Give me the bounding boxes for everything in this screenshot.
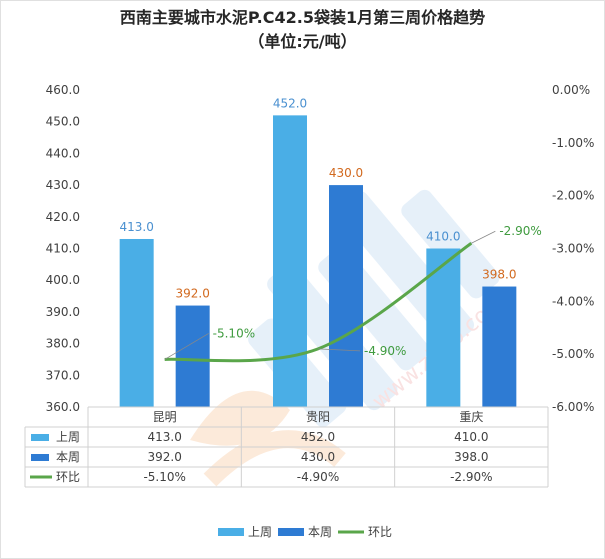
bar-last-week xyxy=(273,115,307,408)
category-label: 重庆 xyxy=(459,410,483,424)
legend-item: 本周 xyxy=(308,525,332,539)
bar-this-week xyxy=(482,286,517,407)
left-axis-tick-label: 460.0 xyxy=(46,83,80,97)
legend-item: 上周 xyxy=(248,525,272,539)
right-axis-tick-label: 0.00% xyxy=(552,83,590,97)
legend-item: 环比 xyxy=(368,525,392,539)
right-axis-tick-label: -1.00% xyxy=(552,136,594,150)
bar-data-label: 413.0 xyxy=(119,220,153,234)
left-axis-tick-label: 370.0 xyxy=(46,368,80,382)
table-cell: 430.0 xyxy=(301,450,335,464)
table-cell: 410.0 xyxy=(454,430,488,444)
line-series-mom xyxy=(164,241,473,363)
table-cell: 413.0 xyxy=(147,430,181,444)
table-cell: 392.0 xyxy=(147,450,181,464)
right-axis-tick-label: -2.00% xyxy=(552,189,594,203)
table-cell: -2.90% xyxy=(450,470,492,484)
left-axis-tick-label: 380.0 xyxy=(46,337,80,351)
left-axis-tick-label: 450.0 xyxy=(46,115,80,129)
leader-line xyxy=(164,333,209,360)
left-axis-tick-label: 410.0 xyxy=(46,242,80,256)
bar-this-week xyxy=(329,185,363,407)
table-row-label: 上周 xyxy=(56,430,80,444)
right-axis-tick-label: -3.00% xyxy=(552,242,594,256)
bar-last-week xyxy=(119,238,154,407)
table-cell: 452.0 xyxy=(301,430,335,444)
leader-line xyxy=(317,348,361,352)
legend-swatch xyxy=(218,528,244,536)
table-cell: -4.90% xyxy=(297,470,339,484)
chart-subtitle: （单位:元/吨） xyxy=(248,32,357,51)
bar-data-label: 398.0 xyxy=(482,268,516,282)
table-row-label: 本周 xyxy=(56,450,80,464)
right-axis-tick-label: -6.00% xyxy=(552,400,594,414)
table-cell: 398.0 xyxy=(454,450,488,464)
table-legend-swatch xyxy=(31,434,49,441)
leader-line xyxy=(471,230,496,244)
left-axis-tick-label: 390.0 xyxy=(46,305,80,319)
table-row-label: 环比 xyxy=(56,470,80,484)
left-axis-tick-label: 400.0 xyxy=(46,273,80,287)
left-axis-tick-label: 360.0 xyxy=(46,400,80,414)
left-axis-tick-label: 420.0 xyxy=(46,210,80,224)
line-data-label: -5.10% xyxy=(213,326,255,340)
table-legend-swatch xyxy=(31,454,49,461)
bar-data-label: 392.0 xyxy=(175,287,209,301)
bar-data-label: 430.0 xyxy=(329,166,363,180)
chart-title: 西南主要城市水泥P.C42.5袋装1月第三周价格趋势 xyxy=(119,8,486,27)
legend-swatch xyxy=(278,528,304,536)
category-label: 贵阳 xyxy=(306,410,330,424)
bar-data-label: 452.0 xyxy=(273,96,307,110)
left-axis-tick-label: 440.0 xyxy=(46,146,80,160)
category-label: 昆明 xyxy=(153,410,177,424)
left-axis-tick-label: 430.0 xyxy=(46,178,80,192)
line-data-label: -2.90% xyxy=(499,224,541,238)
bar-data-label: 410.0 xyxy=(426,230,460,244)
table-cell: -5.10% xyxy=(143,470,185,484)
line-data-label: -4.90% xyxy=(364,344,406,358)
right-axis-tick-label: -5.00% xyxy=(552,347,594,361)
bar-this-week xyxy=(175,305,210,407)
bar-last-week xyxy=(426,248,461,407)
right-axis-tick-label: -4.00% xyxy=(552,294,594,308)
